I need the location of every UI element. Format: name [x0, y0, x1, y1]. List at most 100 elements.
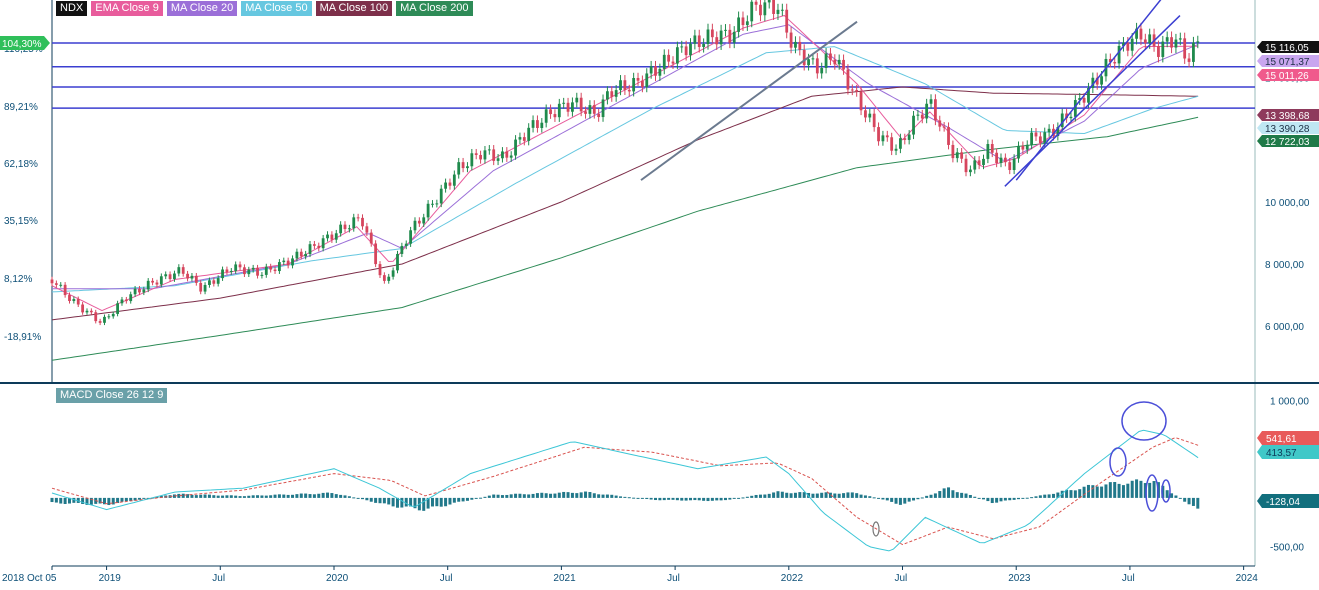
macd-histogram-bar	[531, 493, 535, 498]
candle-body	[505, 151, 509, 158]
macd-histogram-bar	[269, 495, 273, 498]
candle-body	[1187, 58, 1191, 62]
candle-body	[404, 243, 408, 246]
candle-body	[483, 150, 487, 160]
macd-histogram-bar	[942, 488, 946, 498]
macd-histogram-bar	[282, 494, 286, 498]
macd-histogram-bar	[291, 494, 295, 498]
candle-body	[680, 46, 684, 48]
macd-histogram-bar	[190, 494, 194, 498]
price-badge-label: 13 390,28	[1265, 124, 1310, 135]
candle-body	[1069, 116, 1073, 119]
candle-body	[151, 280, 154, 283]
candle-body	[1025, 144, 1029, 150]
candle-body	[194, 275, 198, 283]
macd-histogram-bar	[1170, 493, 1174, 498]
candle-body	[208, 280, 211, 285]
candle-body	[890, 137, 894, 151]
candle-body	[842, 59, 845, 70]
macd-histogram-bar	[964, 493, 968, 498]
candle-body	[955, 152, 959, 159]
candle-body	[50, 279, 54, 284]
macd-histogram-bar	[693, 497, 697, 501]
candle-body	[107, 316, 111, 318]
candle-body	[907, 134, 911, 140]
macd-histogram-bar	[207, 494, 211, 498]
macd-histogram-bar	[553, 493, 557, 498]
candle-body	[1003, 157, 1007, 163]
candle-body	[947, 127, 950, 145]
candle-body	[387, 276, 391, 281]
macd-histogram-bar	[798, 492, 802, 498]
candle-body	[571, 102, 574, 112]
macd-histogram-bar	[452, 497, 456, 503]
macd-histogram-bar	[212, 495, 216, 498]
candle-body	[1108, 58, 1112, 63]
macd-histogram-bar	[767, 493, 771, 498]
macd-histogram-bar	[186, 494, 190, 498]
candle-body	[1139, 28, 1143, 40]
macd-histogram-bar	[1126, 483, 1130, 498]
macd-histogram-bar	[688, 497, 692, 501]
candle-body	[627, 89, 631, 92]
candle-body	[872, 113, 876, 128]
candle-body	[964, 158, 968, 173]
macd-histogram-bar	[741, 497, 745, 499]
candle-body	[973, 160, 977, 170]
macd-histogram-bar	[102, 497, 106, 505]
macd-histogram-bar	[654, 497, 658, 501]
macd-histogram-bar	[137, 497, 141, 500]
candle-body	[592, 105, 596, 114]
macd-histogram-bar	[1082, 486, 1086, 498]
macd-histogram-bar	[920, 497, 924, 499]
candle-body	[479, 154, 482, 160]
macd-histogram-bar	[649, 497, 653, 500]
macd-histogram-bar	[474, 497, 478, 499]
macd-histogram-bar	[982, 497, 986, 500]
annotation-ellipse	[1121, 401, 1167, 441]
macd-histogram-bar	[465, 497, 469, 501]
macd-histogram-bar	[1091, 485, 1095, 498]
macd-histogram-bar	[1108, 482, 1112, 498]
candle-body	[269, 266, 273, 270]
macd-histogram-bar	[334, 494, 338, 498]
candle-body	[264, 266, 268, 275]
x-axis-tick-label: Jul	[667, 573, 680, 584]
macd-histogram-bar	[1174, 495, 1178, 498]
candle-body	[216, 278, 220, 284]
macd-histogram-bar	[894, 497, 898, 504]
price-badge-label: 15 116,05	[1265, 43, 1309, 54]
candle-body	[1165, 37, 1169, 42]
candle-body	[724, 29, 727, 31]
x-axis-tick-label: 2018 Oct 05	[2, 573, 57, 584]
candle-body	[772, 0, 775, 14]
candle-body	[391, 270, 395, 277]
macd-histogram-bar	[706, 497, 710, 502]
macd-histogram-bar	[50, 497, 54, 503]
candle-body	[1095, 77, 1099, 85]
ema9-line	[51, 14, 1199, 312]
candle-body	[938, 120, 942, 127]
macd-histogram-bar	[365, 497, 369, 501]
macd-histogram-bar	[916, 497, 920, 500]
candle-body	[339, 224, 343, 234]
macd-histogram-bar	[907, 497, 911, 502]
candle-body	[1008, 162, 1012, 171]
current-percent-label: 104,30%	[2, 39, 42, 50]
macd-histogram-bar	[837, 493, 841, 498]
macd-histogram-bar	[785, 492, 789, 498]
candle-body	[76, 299, 80, 305]
candle-body	[767, 0, 771, 3]
candle-body	[168, 274, 172, 280]
candle-body	[623, 80, 627, 90]
candle-body	[308, 244, 312, 254]
macd-histogram-bar	[496, 494, 500, 498]
macd-histogram-bar	[776, 491, 780, 498]
candle-body	[295, 251, 299, 259]
percent-axis-tick-label: 89,21%	[4, 102, 38, 113]
macd-histogram-bar	[234, 495, 238, 498]
macd-histogram-bar	[1135, 479, 1139, 498]
macd-histogram-bar	[374, 497, 378, 503]
macd-histogram-bar	[955, 492, 959, 498]
